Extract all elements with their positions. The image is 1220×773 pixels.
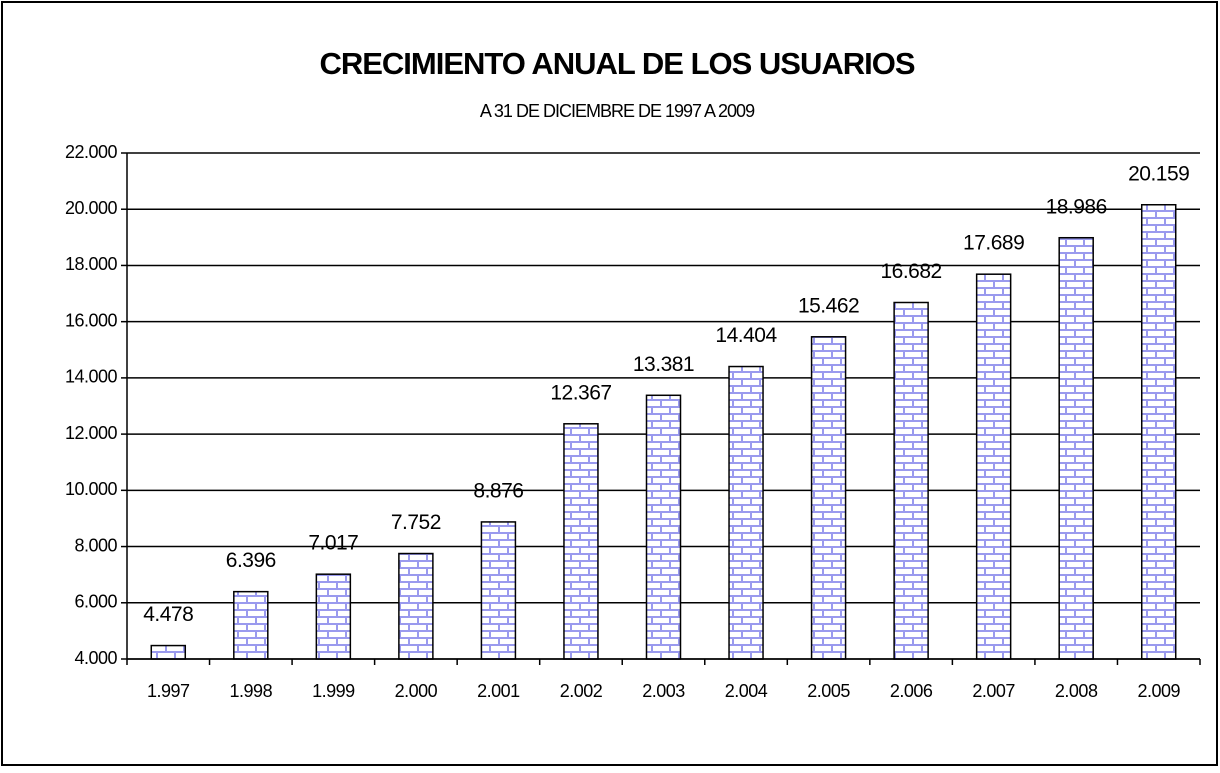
x-tick-label: 1.998 (230, 681, 273, 701)
value-label: 16.682 (880, 260, 941, 283)
x-tick-label: 2.005 (807, 681, 850, 701)
x-tick-label: 1.997 (147, 681, 190, 701)
x-tick-label: 2.003 (642, 681, 685, 701)
value-label: 6.396 (226, 549, 276, 572)
bar (810, 336, 847, 660)
x-tick-label: 2.009 (1137, 681, 1180, 701)
y-tick-label: 22.000 (65, 142, 118, 162)
value-label: 20.159 (1128, 162, 1189, 185)
y-tick-label: 6.000 (74, 592, 117, 612)
bar (480, 521, 517, 660)
bar (975, 273, 1012, 660)
y-tick-label: 18.000 (65, 254, 118, 274)
y-tick-label: 20.000 (65, 198, 118, 218)
x-tick-label: 2.004 (725, 681, 768, 701)
x-tick-label: 2.001 (477, 681, 520, 701)
value-label: 7.752 (391, 511, 441, 534)
value-label: 7.017 (308, 532, 358, 555)
bar (398, 552, 434, 660)
value-label: 4.478 (143, 603, 193, 626)
value-label: 12.367 (550, 381, 611, 404)
bar (893, 301, 929, 660)
x-tick-label: 1.999 (312, 681, 355, 701)
value-label: 15.462 (798, 294, 859, 317)
bar (233, 590, 269, 660)
y-tick-label: 10.000 (65, 479, 118, 499)
chart-title: CRECIMIENTO ANUAL DE LOS USUARIOS (319, 46, 914, 81)
x-tick-label: 2.007 (972, 681, 1015, 701)
bar (150, 644, 187, 660)
value-label: 17.689 (963, 232, 1024, 255)
y-tick-label: 14.000 (65, 367, 118, 387)
y-tick-label: 8.000 (74, 535, 117, 555)
chart-subtitle: A 31 DE DICIEMBRE DE 1997 A 2009 (480, 101, 755, 121)
x-tick-label: 2.002 (560, 681, 603, 701)
value-label: 8.876 (473, 479, 523, 502)
x-tick-label: 2.000 (395, 681, 438, 701)
value-label: 14.404 (715, 324, 777, 347)
y-tick-label: 4.000 (74, 648, 117, 668)
bar (315, 573, 352, 660)
bar (1140, 204, 1177, 660)
value-label: 18.986 (1046, 195, 1107, 218)
x-tick-label: 2.008 (1055, 681, 1098, 701)
bar (563, 423, 599, 660)
value-label: 13.381 (633, 353, 694, 376)
bar (1058, 236, 1094, 660)
y-tick-label: 12.000 (65, 423, 118, 443)
bar (645, 394, 682, 660)
x-tick-label: 2.006 (890, 681, 933, 701)
bar (728, 365, 764, 660)
y-tick-label: 16.000 (65, 310, 118, 330)
